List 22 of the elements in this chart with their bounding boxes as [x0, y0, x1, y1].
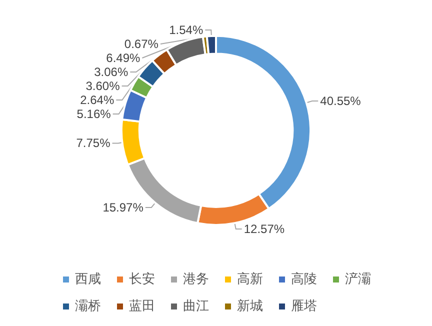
legend-label: 港务 — [183, 272, 209, 287]
data-label: 6.49% — [106, 50, 140, 65]
data-label: 40.55% — [320, 94, 362, 108]
data-label: 1.54% — [169, 22, 204, 37]
data-label: 15.97% — [102, 200, 144, 214]
data-label: 3.06% — [94, 64, 128, 79]
legend-label: 高新 — [237, 271, 263, 287]
data-label: 3.60% — [86, 78, 120, 93]
data-label: 2.64% — [80, 92, 114, 107]
legend-label: 蓝田 — [129, 299, 155, 314]
data-label: 0.67% — [124, 36, 159, 51]
data-label: 5.16% — [76, 106, 112, 121]
legend-label: 曲江 — [183, 299, 209, 314]
data-label: 7.75% — [76, 136, 111, 150]
legend-label: 灞桥 — [75, 299, 101, 314]
legend-label: 西咸 — [75, 272, 101, 287]
legend-label: 长安 — [129, 271, 155, 287]
legend-label: 新城 — [237, 299, 263, 314]
legend-label: 浐灞 — [345, 272, 371, 287]
legend-label: 雁塔 — [291, 299, 317, 314]
legend-label: 高陵 — [291, 271, 317, 287]
data-label: 12.57% — [244, 222, 285, 236]
